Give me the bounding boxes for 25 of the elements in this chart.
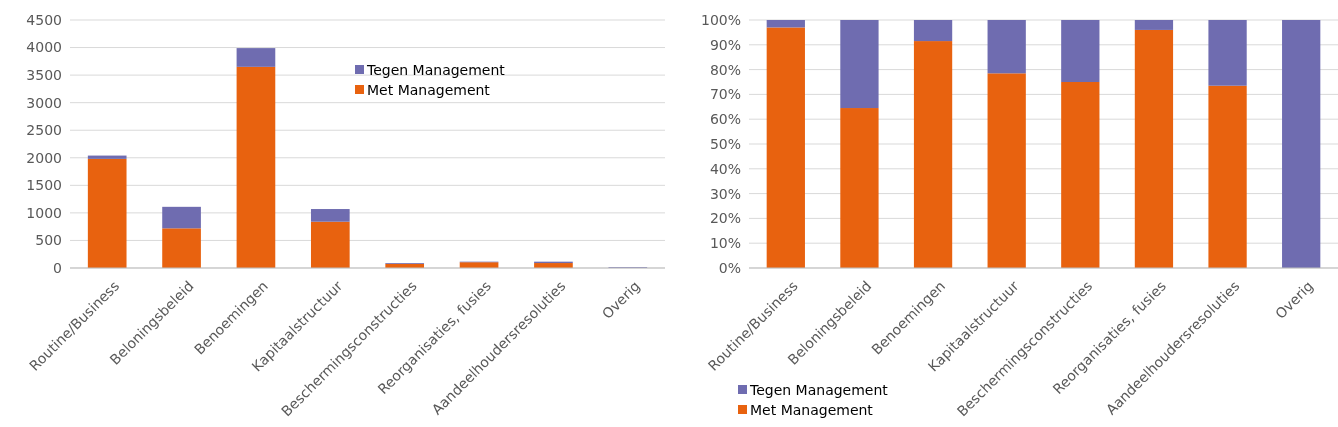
y-tick-label: 80% <box>709 61 741 78</box>
y-tick-label: 3500 <box>26 67 62 84</box>
y-tick-label: 0% <box>718 259 741 276</box>
y-tick-label: 1000 <box>26 204 62 221</box>
y-tick-label: 40% <box>709 160 741 177</box>
y-tick-label: 4000 <box>26 39 62 56</box>
y-tick-label: 4500 <box>26 11 62 28</box>
y-tick-label: 500 <box>35 232 62 249</box>
y-tick-label: 10% <box>709 235 741 252</box>
y-tick-label: 30% <box>709 185 741 202</box>
y-tick-label: 2000 <box>26 149 62 166</box>
legend-label: Tegen Management <box>749 381 889 398</box>
y-tick-label: 90% <box>709 36 741 53</box>
legend-label: Met Management <box>367 81 491 98</box>
y-tick-label: 100% <box>700 11 741 28</box>
y-tick-label: 1500 <box>26 177 62 194</box>
y-tick-label: 60% <box>709 111 741 128</box>
y-tick-label: 50% <box>709 135 741 152</box>
y-tick-label: 2500 <box>26 122 62 139</box>
y-tick-label: 3000 <box>26 94 62 111</box>
legend-label: Tegen Management <box>366 61 506 78</box>
y-tick-label: 0 <box>53 259 62 276</box>
y-tick-label: 20% <box>709 210 741 227</box>
legend-label: Met Management <box>750 401 874 418</box>
y-tick-label: 70% <box>709 86 741 103</box>
